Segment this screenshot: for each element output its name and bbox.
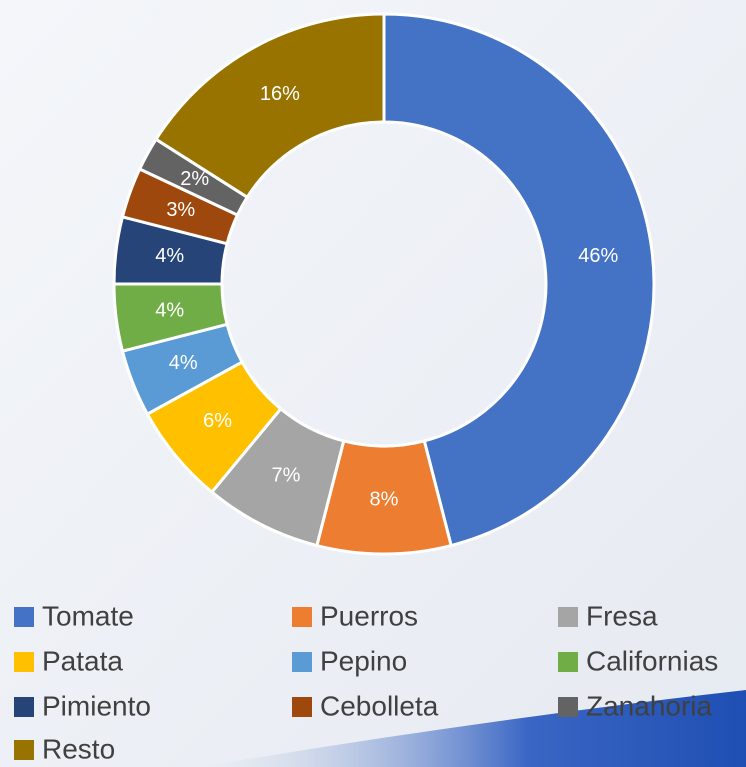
donut: 46% 8% 7% 6% 4% 4% 4% 3% 2% 16% xyxy=(112,12,656,556)
legend-label: Tomate xyxy=(42,600,134,631)
legend-swatch xyxy=(558,607,578,627)
legend-swatch xyxy=(558,697,578,717)
data-label: 7% xyxy=(271,465,300,487)
legend-label: Californias xyxy=(586,645,718,676)
legend-label: Puerros xyxy=(320,600,418,631)
data-label: 4% xyxy=(169,352,198,374)
legend-swatch xyxy=(14,697,34,717)
donut-segment xyxy=(382,12,656,548)
legend-swatch xyxy=(14,740,34,760)
legend-swatch xyxy=(558,652,578,672)
legend-swatch xyxy=(292,697,312,717)
legend-label: Patata xyxy=(42,645,123,676)
decor-swoosh xyxy=(200,690,746,767)
legend-label: Resto xyxy=(42,733,115,764)
data-label: 16% xyxy=(260,83,300,105)
donut-segment xyxy=(153,12,386,200)
legend-label: Zanahoria xyxy=(586,690,713,721)
legend-swatch xyxy=(14,607,34,627)
legend-label: Cebolleta xyxy=(320,690,439,721)
data-label: 8% xyxy=(370,488,399,510)
legend-swatch xyxy=(14,652,34,672)
data-label: 4% xyxy=(155,245,184,267)
data-label: 3% xyxy=(166,199,195,221)
legend-swatch xyxy=(292,652,312,672)
data-label: 6% xyxy=(203,410,232,432)
data-label: 4% xyxy=(155,299,184,321)
legend-label: Pimiento xyxy=(42,690,151,721)
legend-label: Fresa xyxy=(586,600,658,631)
data-label: 2% xyxy=(180,168,209,190)
data-label: 46% xyxy=(578,245,618,267)
legend-swatch xyxy=(292,607,312,627)
legend-label: Pepino xyxy=(320,645,407,676)
legend: Tomate Puerros Fresa Patata Pepino California… xyxy=(14,600,718,764)
